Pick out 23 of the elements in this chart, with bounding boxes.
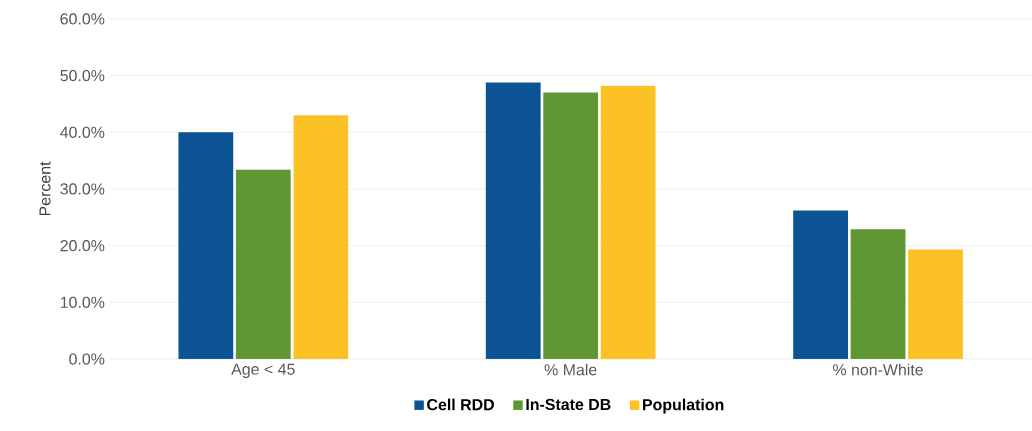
bar: [485, 82, 541, 360]
legend-label: Population: [643, 398, 724, 414]
y-tick-label: 60.0%: [60, 13, 105, 25]
y-tick-label: 40.0%: [60, 126, 105, 138]
y-tick-label: 0.0%: [69, 353, 105, 365]
bar: [293, 115, 349, 360]
legend-label: Cell RDD: [427, 398, 494, 411]
y-tick-label: 20.0%: [60, 240, 105, 252]
y-axis-title: Percent: [39, 161, 51, 216]
bar: [908, 249, 963, 360]
bar: [793, 210, 848, 360]
y-tick-label: 50.0%: [60, 70, 105, 82]
bar: [235, 169, 291, 360]
x-tick-label: % non-White: [832, 363, 923, 376]
x-tick-label: Age < 45: [231, 363, 295, 379]
bar: [178, 132, 234, 360]
y-tick-label: 30.0%: [60, 183, 105, 195]
y-tick-label: 10.0%: [60, 296, 105, 309]
x-tick-label: % Male: [544, 363, 597, 376]
bar: [543, 92, 599, 360]
legend-label: In-State DB: [526, 398, 611, 411]
bar: [850, 229, 906, 360]
bar: [600, 85, 656, 360]
